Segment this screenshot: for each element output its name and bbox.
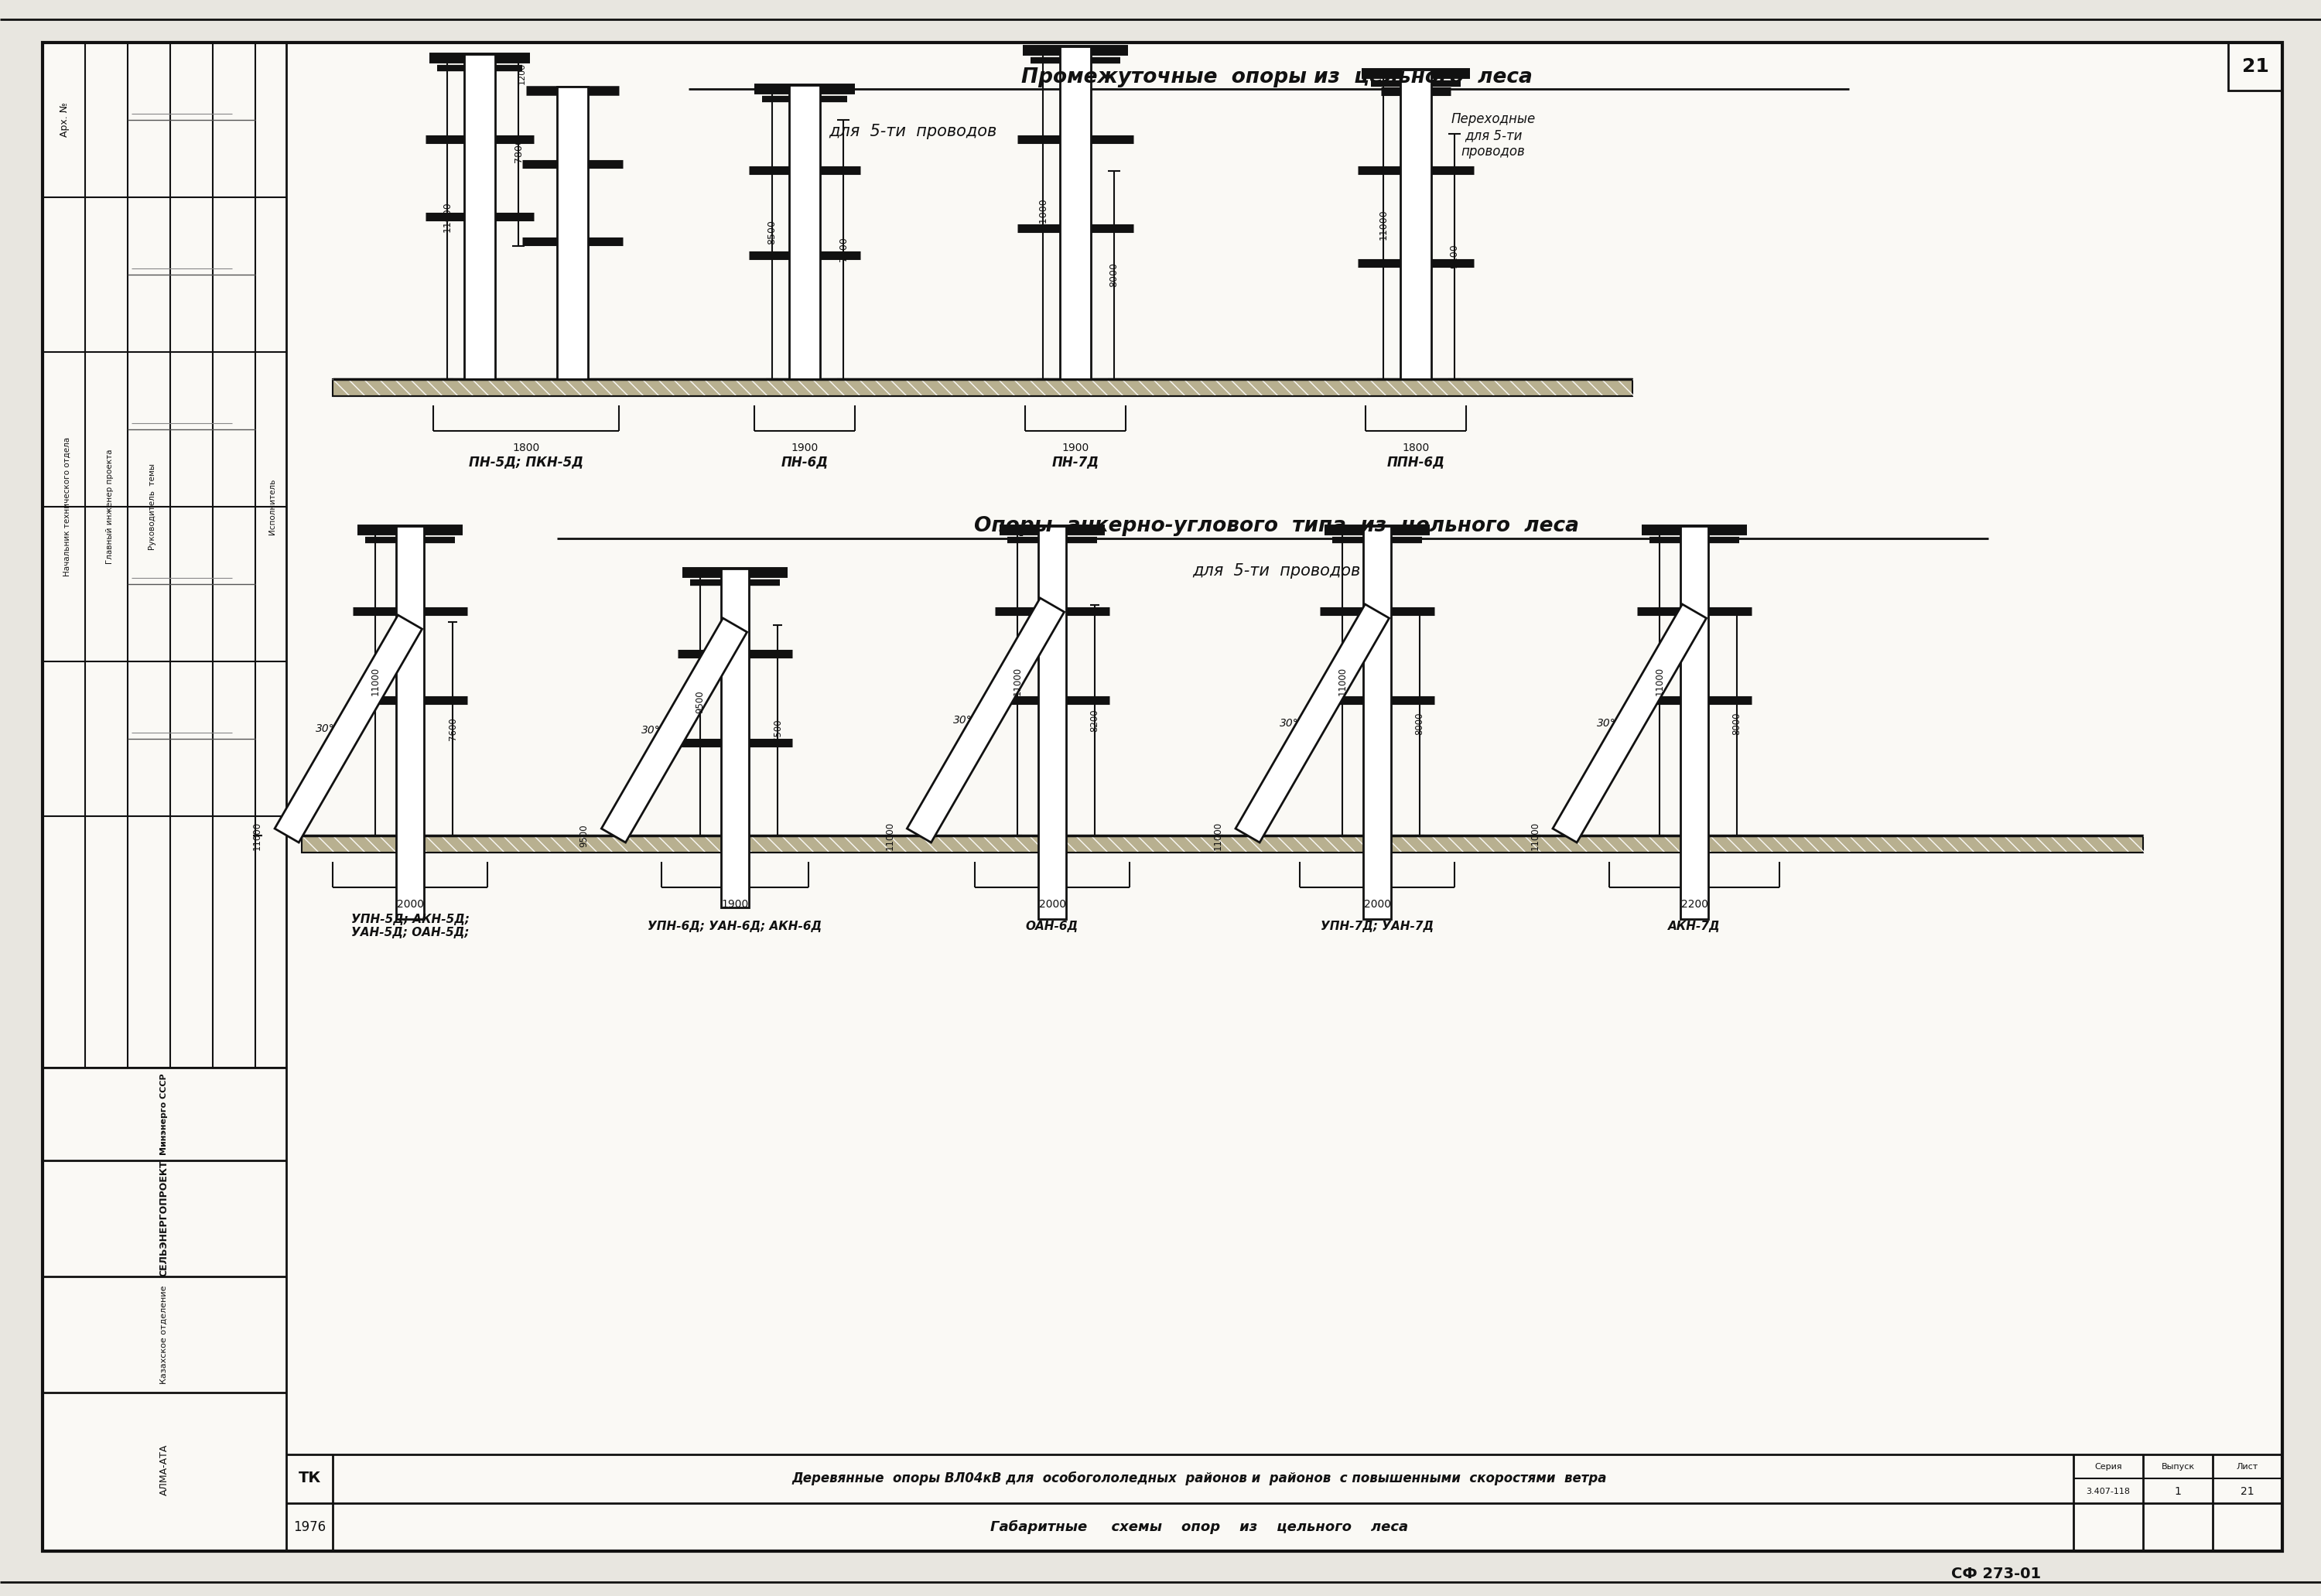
Text: 9500: 9500 [696,691,706,713]
Text: 2000: 2000 [397,899,425,910]
Text: 9500: 9500 [578,824,590,847]
Text: 30°: 30° [1597,718,1615,729]
Text: 11000: 11000 [1379,209,1388,239]
Text: Руководитель  темы: Руководитель темы [149,463,156,551]
Text: 11000: 11000 [1530,822,1541,851]
Text: 3.407-118: 3.407-118 [2087,1487,2131,1495]
Text: 30°: 30° [1279,718,1300,729]
Bar [1680,527,1708,919]
Bar [1400,70,1432,380]
Bar [397,527,425,919]
Text: ПН-6Д: ПН-6Д [782,455,829,469]
Text: 30°: 30° [641,725,661,736]
Text: 7600: 7600 [448,717,457,741]
Text: 2000: 2000 [1365,899,1390,910]
Text: Лист: Лист [2237,1464,2258,1470]
Text: для  5-ти  проводов: для 5-ти проводов [1193,563,1360,579]
Text: 8000: 8000 [1109,262,1119,287]
Text: 11000: 11000 [1037,198,1049,228]
Polygon shape [601,618,747,843]
Text: 9100: 9100 [1448,244,1460,268]
Bar [302,836,2142,852]
Text: 1976: 1976 [292,1519,325,1534]
Text: ПН-5Д; ПКН-5Д: ПН-5Д; ПКН-5Д [469,455,583,469]
Text: 11000: 11000 [443,201,453,231]
Text: 1900: 1900 [722,899,750,910]
Text: 1900: 1900 [1061,442,1089,453]
Text: 8200: 8200 [1091,709,1100,731]
Text: 11000: 11000 [884,822,894,851]
Text: АКН-7Д: АКН-7Д [1669,921,1720,932]
Text: Опоры  анкерно-углового  типа  из  цельного  леса: Опоры анкерно-углового типа из цельного … [975,516,1578,536]
Bar [2228,43,2282,91]
Text: 21: 21 [2242,57,2268,77]
Text: 30°: 30° [316,723,334,734]
Text: 1200: 1200 [518,62,527,85]
Bar [722,568,750,908]
Text: 11000: 11000 [1214,822,1223,851]
Text: 1: 1 [2175,1486,2182,1497]
Text: Казахское отделение: Казахское отделение [160,1285,167,1384]
Bar [557,86,587,380]
Text: Деревянные  опоры ВЛ04кВ для  особогололедных  районов и  районов  с повышенными: Деревянные опоры ВЛ04кВ для особогололед… [791,1472,1606,1486]
Text: 1800: 1800 [1402,442,1430,453]
Text: СФ 273-01: СФ 273-01 [1952,1567,2040,1582]
Bar [464,54,494,380]
Text: 8500: 8500 [766,220,778,244]
Bar [1362,527,1390,919]
Text: 8000: 8000 [1416,712,1425,734]
Text: 1800: 1800 [513,442,541,453]
Text: Арх. №: Арх. № [60,102,70,137]
Bar [1061,46,1091,380]
Text: 11000: 11000 [371,667,381,696]
Text: 21: 21 [2240,1486,2254,1497]
Text: УПН-6Д; УАН-6Д; АКН-6Д: УПН-6Д; УАН-6Д; АКН-6Д [648,921,822,932]
Bar [789,85,819,380]
Bar [332,380,1632,396]
Text: для  5-ти  проводов: для 5-ти проводов [829,124,998,139]
Text: 30°: 30° [954,715,972,726]
Text: 11000: 11000 [253,822,262,851]
Text: 2200: 2200 [1680,899,1708,910]
Text: Промежуточные  опоры из  цельного  леса: Промежуточные опоры из цельного леса [1021,67,1532,88]
Text: Исполнитель: Исполнитель [269,479,276,535]
Text: ППН-6Д: ППН-6Д [1388,455,1444,469]
Text: ТК: ТК [297,1472,320,1486]
Text: ОАН-6Д: ОАН-6Д [1026,921,1079,932]
Text: 11000: 11000 [1337,667,1346,696]
Text: Габаритные     схемы    опор    из    цельного    леса: Габаритные схемы опор из цельного леса [991,1519,1409,1534]
Text: Переходные
для 5-ти
проводов: Переходные для 5-ти проводов [1451,112,1537,158]
Polygon shape [274,614,422,843]
Bar [1037,527,1065,919]
Text: УПН-5Д; АКН-5Д;
УАН-5Д; ОАН-5Д;: УПН-5Д; АКН-5Д; УАН-5Д; ОАН-5Д; [350,913,469,938]
Polygon shape [908,598,1065,843]
Text: Минэнерго СССР: Минэнерго СССР [160,1073,167,1156]
Polygon shape [1235,605,1390,843]
Text: Главный инженер проекта: Главный инженер проекта [107,450,114,563]
Text: СЕЛЬЭНЕРГОПРОЕКТ: СЕЛЬЭНЕРГОПРОЕКТ [160,1160,169,1277]
Text: Начальник технического отдела: Начальник технического отдела [63,437,72,576]
Text: 8000: 8000 [1731,712,1741,734]
Polygon shape [1553,605,1706,843]
Text: 2000: 2000 [1040,899,1065,910]
Text: 7600: 7600 [838,236,849,262]
Text: ПН-7Д: ПН-7Д [1051,455,1100,469]
Text: Выпуск: Выпуск [2161,1464,2196,1470]
Text: 1900: 1900 [791,442,819,453]
Text: 7800: 7800 [513,137,525,163]
Text: Серия: Серия [2094,1464,2121,1470]
Text: 11000: 11000 [1655,667,1664,696]
Text: 11000: 11000 [1012,667,1024,696]
Text: 7500: 7500 [773,718,782,742]
Text: УПН-7Д; УАН-7Д: УПН-7Д; УАН-7Д [1321,921,1434,932]
Text: АЛМА-АТА: АЛМА-АТА [160,1444,169,1495]
